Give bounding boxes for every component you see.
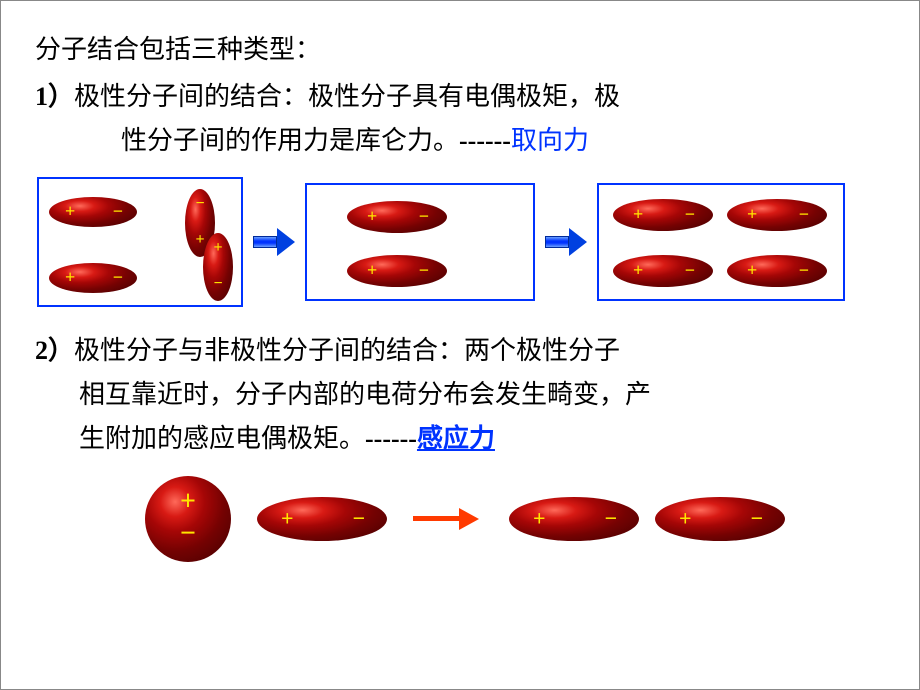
charge-plus-icon: + [747,204,757,225]
molecule-ellipse: + − [509,497,639,541]
diagram-box-1: +−+−+−+− [37,177,243,307]
molecule: +− [613,199,713,231]
molecule: +− [347,255,447,287]
molecule: +− [727,255,827,287]
charge-minus-icon: − [685,204,695,225]
charge-plus-icon: + [367,260,377,281]
molecule: +− [49,197,137,227]
charge-minus-icon: − [180,518,196,550]
charge-plus-icon: + [633,260,643,281]
keyword-orientation-force: 取向力 [511,126,589,155]
charge-plus-icon: + [679,505,692,531]
section-2-line3: 生附加的感应电偶极矩。 [79,424,365,453]
charge-plus-icon: + [367,206,377,227]
molecule: +− [727,199,827,231]
charge-minus-icon: − [113,201,123,222]
diagram-box-2: +−+− [305,183,535,301]
molecule-circle: + − [145,476,231,562]
charge-plus-icon: + [65,201,75,222]
diagram-induction-row: + − + − + − + − [145,476,895,562]
section-2-line2: 相互靠近时，分子内部的电荷分布会发生畸变，产 [79,380,651,409]
charge-minus-icon: − [419,206,429,227]
charge-minus-icon: − [799,204,809,225]
dash-2: ------ [365,424,417,453]
section-2: 2）极性分子与非极性分子间的结合：两个极性分子 相互靠近时，分子内部的电荷分布会… [35,329,895,462]
charge-plus-icon: + [195,231,204,249]
charge-plus-icon: + [65,267,75,288]
section-2-line1: 极性分子与非极性分子间的结合：两个极性分子 [74,336,620,365]
section-1-line2: 性分子间的作用力是库仑力。 [121,126,459,155]
diagram-orientation-row: +−+−+−+− +−+− +−+−+−+− [37,177,895,307]
molecule: +− [203,233,233,301]
charge-plus-icon: + [213,239,222,257]
page-title: 分子结合包括三种类型： [35,29,895,71]
section-2-num: 2） [35,336,74,365]
arrow-right-icon [545,228,587,256]
dash-1: ------ [459,126,511,155]
diagram-box-3: +−+−+−+− [597,183,845,301]
charge-minus-icon: − [113,267,123,288]
molecule: +− [347,201,447,233]
molecule-ellipse: + − [257,497,387,541]
arrow-right-red-icon [413,508,483,530]
charge-minus-icon: − [799,260,809,281]
charge-minus-icon: − [685,260,695,281]
charge-minus-icon: − [352,505,365,531]
charge-minus-icon: − [213,275,222,293]
charge-plus-icon: + [633,204,643,225]
molecule: +− [613,255,713,287]
charge-minus-icon: − [195,195,204,213]
charge-minus-icon: − [419,260,429,281]
charge-minus-icon: − [604,505,617,531]
charge-minus-icon: − [750,505,763,531]
charge-plus-icon: + [281,505,294,531]
induced-pair: + − + − [509,497,785,541]
section-1-line1: 极性分子间的结合：极性分子具有电偶极矩，极 [74,82,620,111]
molecule: +− [49,263,137,293]
charge-plus-icon: + [180,486,196,518]
arrow-right-icon [253,228,295,256]
charge-plus-icon: + [533,505,546,531]
keyword-induction-force: 感应力 [417,424,495,453]
section-1-num: 1） [35,82,74,111]
molecule-ellipse: + − [655,497,785,541]
charge-plus-icon: + [747,260,757,281]
section-1: 1）极性分子间的结合：极性分子具有电偶极矩，极 性分子间的作用力是库仑力。---… [35,75,895,163]
